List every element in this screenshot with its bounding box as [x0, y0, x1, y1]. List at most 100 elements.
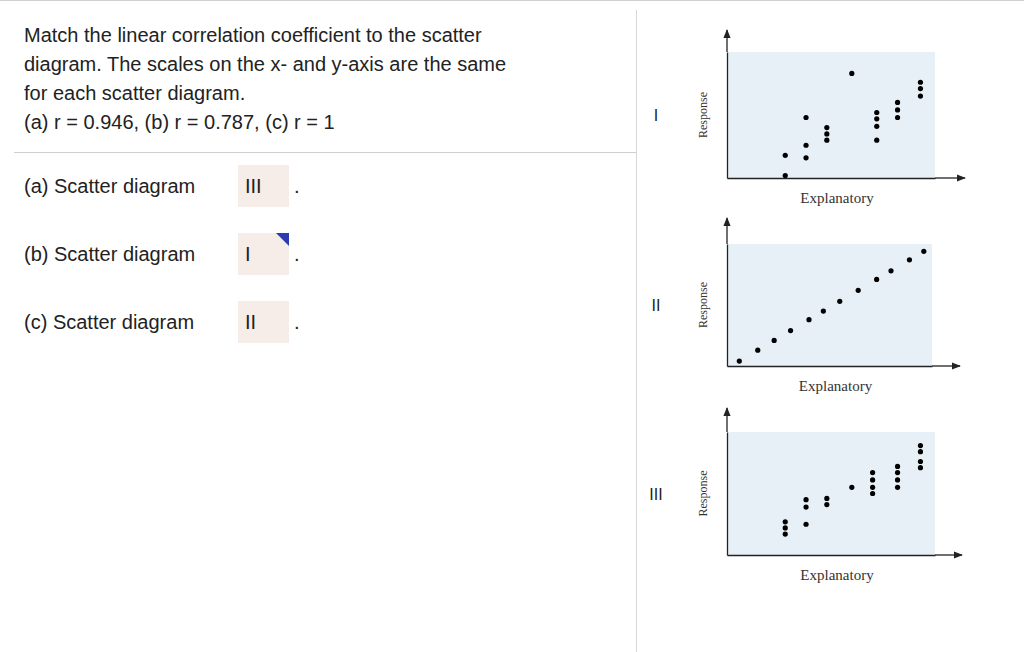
- point: [895, 100, 900, 105]
- y-axis-line: [727, 53, 728, 179]
- question-line: diagram. The scales on the x- and y-axis…: [24, 53, 506, 75]
- point: [870, 485, 875, 490]
- point: [907, 257, 912, 262]
- point: [874, 110, 879, 115]
- point: [895, 470, 900, 475]
- point: [803, 504, 808, 509]
- answer-label: (c) Scatter diagram: [24, 311, 194, 333]
- top-border: [0, 0, 1024, 1]
- point: [918, 80, 923, 85]
- point: [788, 328, 793, 333]
- answer-label: (b) Scatter diagram: [24, 243, 195, 265]
- answer-value: I: [245, 243, 251, 265]
- page: Match the linear correlation coefficient…: [0, 0, 1024, 652]
- divider: [636, 10, 637, 652]
- point: [803, 522, 808, 527]
- y-axis-line: [727, 433, 728, 556]
- x-axis-title: Explanatory: [800, 567, 874, 583]
- point: [772, 338, 777, 343]
- answer-box: [238, 233, 289, 275]
- chart-title: III: [649, 486, 662, 503]
- point: [874, 116, 879, 121]
- point: [824, 502, 829, 507]
- chart: Explanatory Response III: [649, 408, 962, 583]
- point: [803, 115, 808, 120]
- answer-end: .: [294, 311, 300, 333]
- point: [783, 525, 788, 530]
- point: [849, 71, 854, 76]
- point: [870, 477, 875, 482]
- point: [888, 268, 893, 273]
- x-axis-title: Explanatory: [799, 378, 873, 394]
- answer-box: [238, 165, 289, 207]
- question-line: (a) r = 0.946, (b) r = 0.787, (c) r = 1: [24, 111, 335, 133]
- point: [895, 464, 900, 469]
- point: [918, 459, 923, 464]
- point: [755, 348, 760, 353]
- x-axis-line: [728, 555, 936, 556]
- answer-end: .: [294, 243, 300, 265]
- x-axis-line: [728, 366, 933, 367]
- point: [824, 131, 829, 136]
- point: [783, 173, 788, 178]
- answer-value: II: [245, 311, 256, 333]
- point: [783, 519, 788, 524]
- plot-area: [727, 244, 932, 366]
- y-axis-arrow: [726, 408, 727, 432]
- points: [783, 71, 923, 178]
- point: [824, 138, 829, 143]
- point: [837, 299, 842, 304]
- point: [918, 443, 923, 448]
- y-axis-arrow: [726, 218, 727, 244]
- point: [874, 138, 879, 143]
- point: [783, 531, 788, 536]
- y-axis-title: Response: [696, 471, 710, 517]
- point: [918, 94, 923, 99]
- points: [783, 443, 923, 537]
- chart: ExplanatoryResponseI: [654, 30, 965, 206]
- point: [870, 470, 875, 475]
- plot-area: [727, 432, 935, 555]
- y-axis-line: [727, 245, 728, 367]
- point: [737, 359, 742, 364]
- point: [874, 277, 879, 282]
- chart: Explanatory Response II: [652, 218, 960, 394]
- chart-title: II: [652, 297, 661, 314]
- x-axis-line: [728, 178, 936, 179]
- point: [824, 125, 829, 130]
- answer-box: [238, 301, 289, 343]
- point: [849, 485, 854, 490]
- selection-indicator: [276, 233, 289, 246]
- point: [806, 317, 811, 322]
- x-axis: [728, 178, 936, 179]
- y-axis-title: Response: [696, 92, 710, 138]
- answer-label: (a) Scatter diagram: [24, 175, 195, 197]
- separator: [14, 152, 636, 153]
- x-axis-arrow: [932, 365, 960, 366]
- point: [824, 496, 829, 501]
- question-line: Match the linear correlation coefficient…: [24, 24, 482, 46]
- x-axis: [728, 555, 936, 556]
- point: [895, 115, 900, 120]
- x-axis-title: Explanatory: [800, 190, 874, 206]
- x-axis-arrow: [935, 554, 962, 555]
- points: [737, 249, 927, 364]
- y-axis-title: Response: [696, 282, 710, 328]
- point: [918, 465, 923, 470]
- point: [803, 497, 808, 502]
- y-axis: [727, 53, 728, 179]
- question-line: for each scatter diagram.: [24, 82, 245, 104]
- x-axis-arrow: [935, 177, 965, 178]
- point: [870, 491, 875, 496]
- point: [895, 107, 900, 112]
- point: [803, 155, 808, 160]
- y-axis-arrow: [726, 30, 727, 52]
- y-axis: [727, 433, 728, 556]
- answer-end: .: [294, 175, 300, 197]
- point: [803, 143, 808, 148]
- x-axis: [728, 366, 933, 367]
- point: [918, 86, 923, 91]
- y-axis: [727, 245, 728, 367]
- point: [895, 477, 900, 482]
- point: [821, 309, 826, 314]
